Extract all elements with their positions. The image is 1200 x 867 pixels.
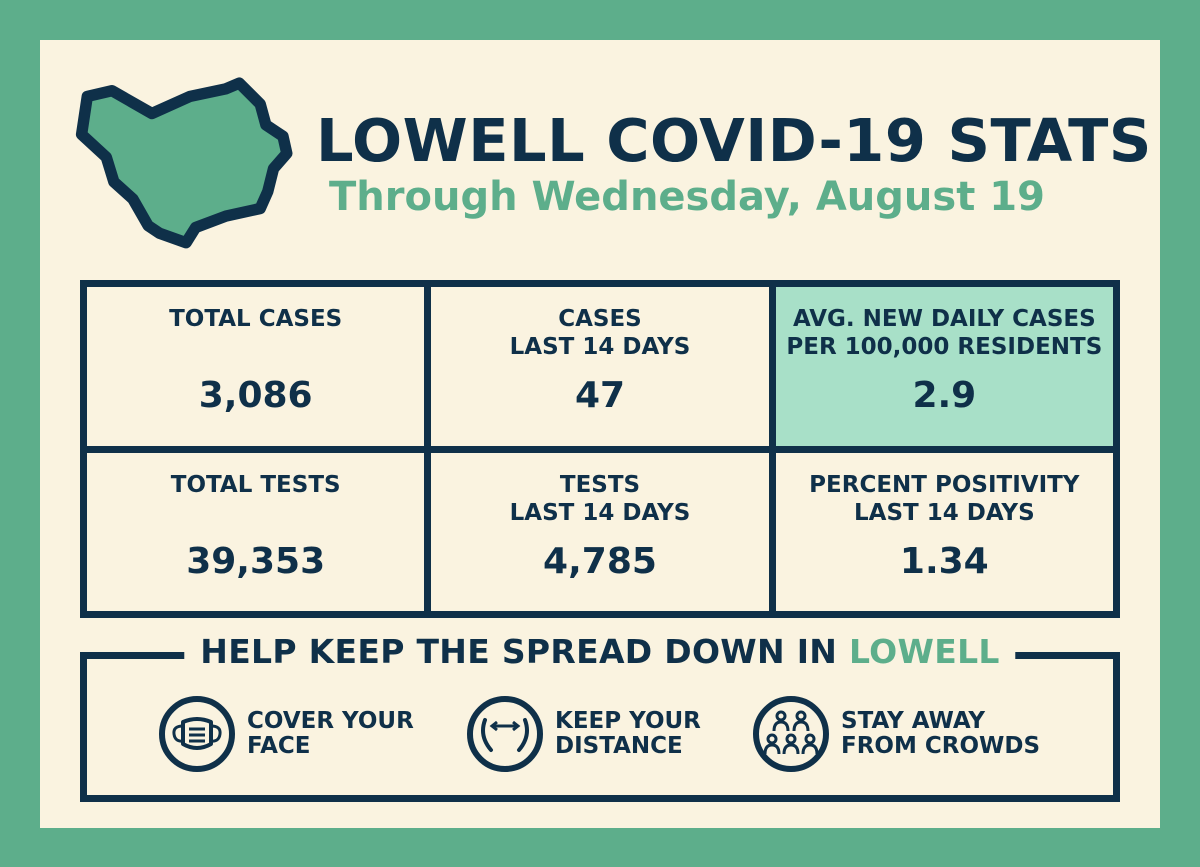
stat-value: 47 [574,375,626,416]
stat-label: TESTS LAST 14 DAYS [509,471,691,526]
tip-avoid-crowds: STAY AWAY FROM CROWDS [753,696,1040,772]
tip-text: COVER YOUR FACE [247,708,414,759]
stat-percent-positivity: PERCENT POSITIVITY LAST 14 DAYS 1.34 [775,452,1113,611]
stat-value: 39,353 [186,540,326,582]
stat-cases-last-14-days: CASES LAST 14 DAYS 47 [431,287,769,446]
stat-avg-daily-cases: AVG. NEW DAILY CASES PER 100,000 RESIDEN… [775,287,1113,446]
stat-tests-last-14-days: TESTS LAST 14 DAYS 4,785 [431,452,769,611]
stat-label: AVG. NEW DAILY CASES PER 100,000 RESIDEN… [786,306,1103,360]
stat-label: TOTAL TESTS [170,471,341,498]
help-title: HELP KEEP THE SPREAD DOWN IN LOWELL [184,632,1016,671]
tip-cover-face: COVER YOUR FACE [159,696,414,772]
stat-total-cases: TOTAL CASES 3,086 [87,287,425,446]
lowell-map-icon [75,77,293,249]
help-title-prefix: HELP KEEP THE SPREAD DOWN IN [200,632,838,671]
stat-value: 1.34 [899,540,989,582]
infographic-card: LOWELL COVID-19 STATS Through Wednesday,… [40,40,1160,828]
page-title: LOWELL COVID-19 STATS [316,106,1152,175]
stats-grid: TOTAL CASES 3,086 CASES LAST 14 DAYS 47 … [80,280,1120,618]
stat-value: 4,785 [543,540,657,582]
tip-text: STAY AWAY FROM CROWDS [841,708,1041,759]
stat-total-tests: TOTAL TESTS 39,353 [87,452,425,611]
stat-label: PERCENT POSITIVITY LAST 14 DAYS [809,471,1080,526]
page-subtitle: Through Wednesday, August 19 [329,174,1045,220]
tip-text: KEEP YOUR DISTANCE [555,708,701,759]
tip-keep-distance: KEEP YOUR DISTANCE [467,696,701,772]
distance-icon [467,696,543,772]
stat-value: 3,086 [198,375,313,416]
crowd-icon [753,696,829,772]
stat-label: CASES LAST 14 DAYS [509,306,691,360]
help-title-accent: LOWELL [849,632,1000,671]
stat-label: TOTAL CASES [169,306,343,332]
face-mask-icon [159,696,235,772]
stat-value: 2.9 [912,375,977,416]
help-section: HELP KEEP THE SPREAD DOWN IN LOWELL COVE… [80,632,1120,802]
